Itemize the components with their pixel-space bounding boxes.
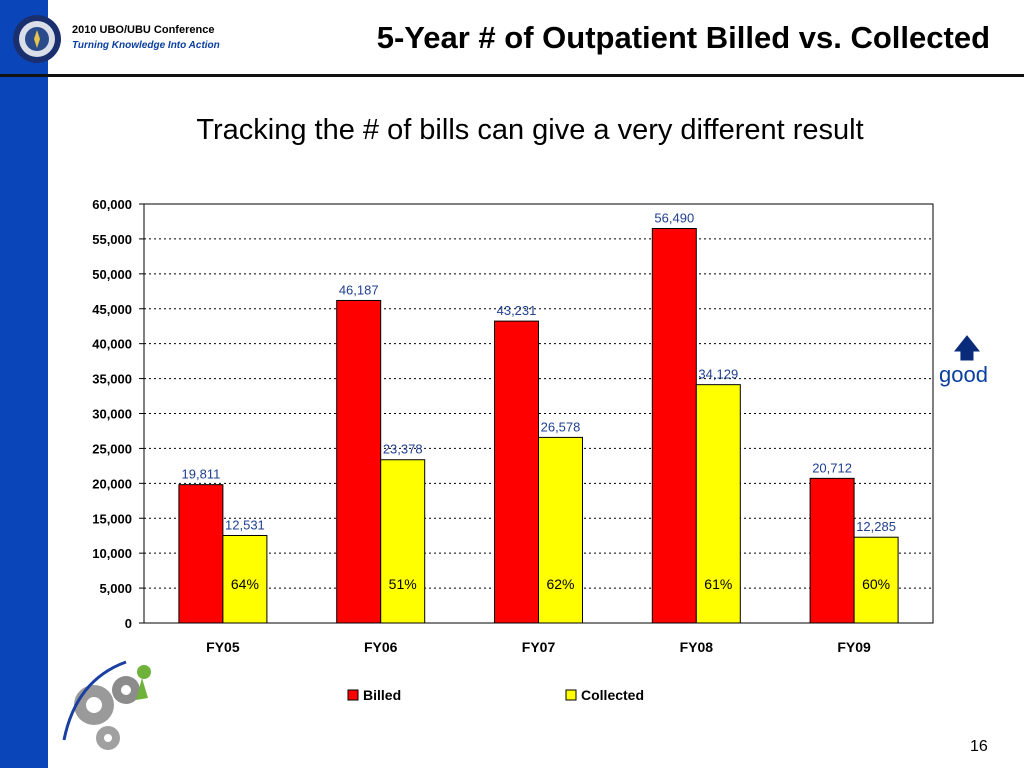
collected-bar [222,534,268,624]
billed-data-label: 43,231 [497,303,537,318]
collected-data-label: 12,285 [856,519,896,534]
billed-bar [178,484,224,624]
percent-label: 62% [546,576,574,592]
billed-data-label: 19,811 [182,467,221,482]
percent-label: 61% [704,576,732,592]
page-number: 16 [970,738,988,755]
y-tick-label: 25,000 [92,441,132,456]
seal-logo-icon [13,15,61,63]
y-tick-label: 55,000 [92,232,132,247]
legend-label-collected: Collected [581,687,644,703]
y-tick-label: 5,000 [99,581,132,596]
collected-bar [538,436,583,624]
y-tick-label: 20,000 [92,476,132,491]
collected-bar [380,459,426,624]
percent-label: 64% [231,576,259,592]
collected-data-label: 23,378 [383,442,423,457]
billed-data-label: 56,490 [654,211,694,226]
header-band [48,0,1024,76]
billed-data-label: 46,187 [339,282,379,297]
y-tick-label: 45,000 [92,302,132,317]
collected-data-label: 34,129 [698,367,738,382]
y-tick-label: 15,000 [92,511,132,526]
billed-data-label: 20,712 [812,460,852,475]
collected-data-label: 26,578 [541,419,581,434]
legend-swatch-billed [347,689,359,701]
collected-data-label: 12,531 [225,517,265,532]
legend-swatch-collected [565,689,577,701]
x-category-label: FY08 [680,639,714,655]
collected-bar [695,384,741,624]
legend-label-billed: Billed [363,687,401,703]
x-category-label: FY06 [364,639,398,655]
percent-label: 60% [862,576,890,592]
x-category-label: FY05 [206,639,240,655]
page-title: 5-Year # of Outpatient Billed vs. Collec… [376,20,990,55]
conference-tagline: Turning Knowledge Into Action [72,40,220,51]
left-accent-bar [0,0,48,768]
collected-bar [853,536,899,624]
billed-bar [336,299,382,624]
billed-bar [809,477,855,624]
y-tick-label: 0 [125,616,132,631]
bar-chart: 0 5,000 10,000 15,000 20,000 25,000 30,000 35,0… [92,197,934,703]
x-category-label: FY09 [837,639,871,655]
billed-bar [494,320,539,624]
y-tick-label: 50,000 [92,267,132,282]
header-divider [0,74,1024,77]
up-arrow-icon: 🡅 [953,333,981,363]
y-tick-label: 60,000 [92,197,132,212]
y-tick-label: 40,000 [92,337,132,352]
billed-bar [651,228,697,624]
y-tick-label: 10,000 [92,546,132,561]
conference-name: 2010 UBO/UBU Conference [72,24,215,36]
y-tick-label: 35,000 [92,372,132,387]
good-annotation: good [939,362,988,387]
percent-label: 51% [389,576,417,592]
gears-logo-icon [62,660,151,750]
y-tick-label: 30,000 [92,407,132,422]
x-category-label: FY07 [522,639,556,655]
slide-subtitle: Tracking the # of bills can give a very … [196,114,864,146]
